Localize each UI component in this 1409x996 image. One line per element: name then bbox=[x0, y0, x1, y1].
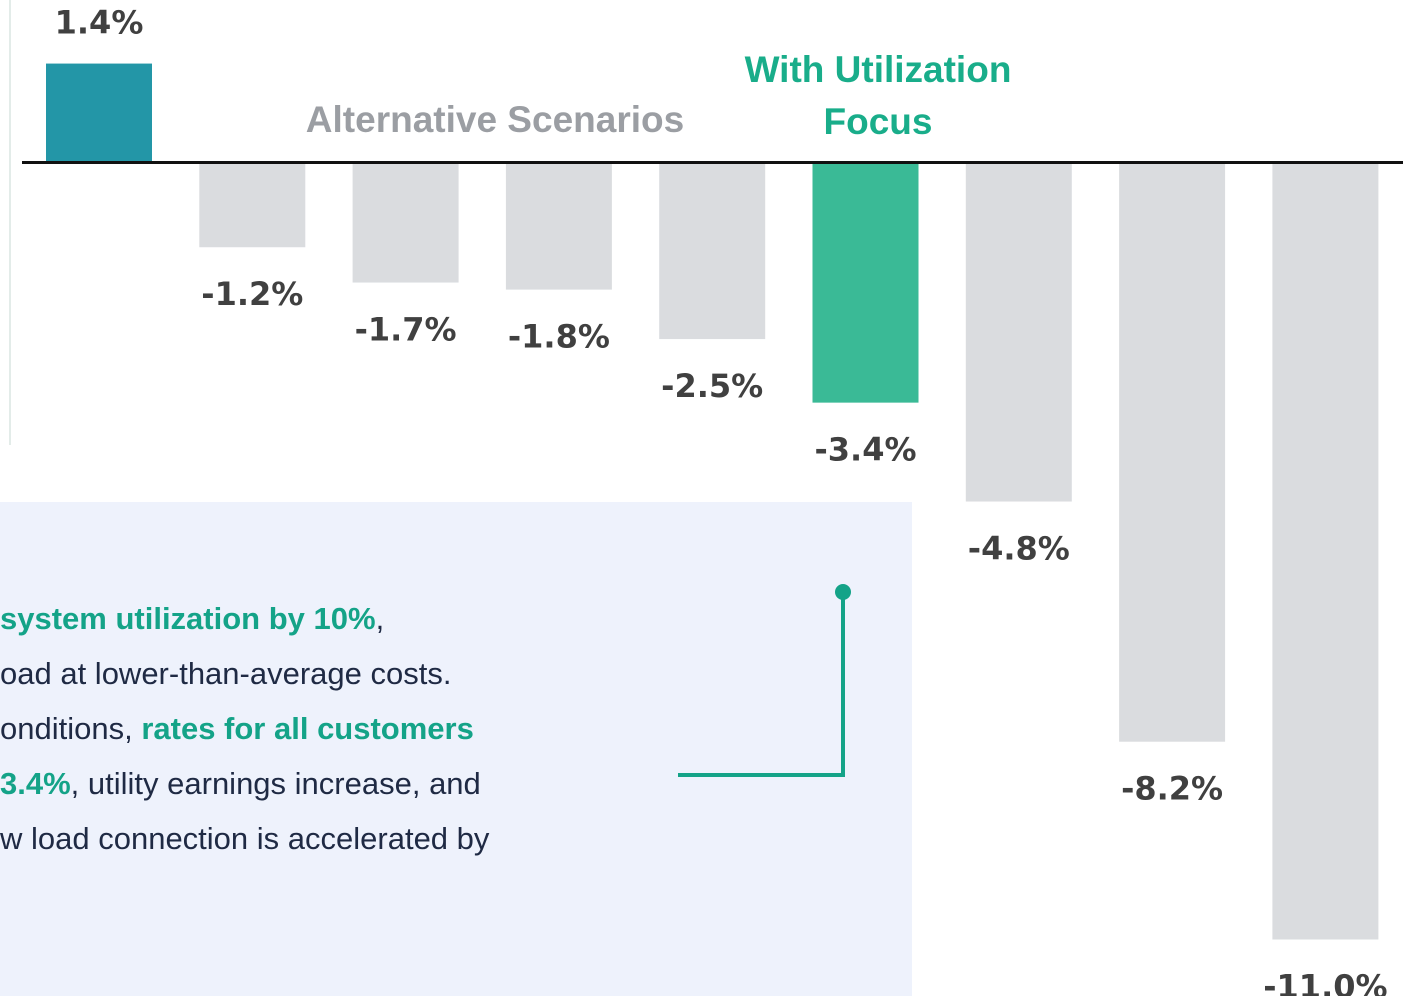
callout-run: onditions, bbox=[0, 711, 141, 746]
value-label: -3.4% bbox=[814, 431, 916, 469]
callout-line: w load connection is accelerated by bbox=[0, 821, 490, 856]
annotation: Focus bbox=[824, 101, 933, 142]
callout-run: , bbox=[376, 601, 385, 636]
connector bbox=[678, 592, 845, 777]
bar bbox=[199, 162, 306, 248]
bar bbox=[659, 162, 766, 340]
value-label: -11.0% bbox=[1263, 967, 1387, 996]
callout-run: 3.4% bbox=[0, 766, 71, 801]
value-label: -1.2% bbox=[201, 275, 303, 313]
value-label: -4.8% bbox=[968, 530, 1070, 568]
callout-line: oad at lower-than-average costs. bbox=[0, 656, 451, 691]
bar bbox=[812, 162, 919, 403]
value-label: 1.4% bbox=[55, 4, 144, 42]
callout-run: system utilization by 10% bbox=[0, 601, 376, 636]
callout-line: 3.4%, utility earnings increase, and bbox=[0, 766, 481, 801]
callout-run: , utility earnings increase, and bbox=[71, 766, 481, 801]
bar bbox=[1272, 162, 1379, 940]
callout-run: w load connection is accelerated by bbox=[0, 821, 490, 856]
value-label: -8.2% bbox=[1121, 770, 1223, 808]
bar bbox=[505, 162, 612, 290]
callout-line: onditions, rates for all customers bbox=[0, 711, 474, 746]
callout-run: oad at lower-than-average costs. bbox=[0, 656, 451, 691]
value-label: -1.8% bbox=[508, 318, 610, 356]
bar bbox=[352, 162, 459, 283]
connector-dot bbox=[835, 584, 851, 600]
bar bbox=[1119, 162, 1226, 742]
value-label: -1.7% bbox=[355, 311, 457, 349]
annotation: Alternative Scenarios bbox=[306, 99, 684, 140]
value-label: -2.5% bbox=[661, 367, 763, 405]
callout-box bbox=[0, 502, 912, 996]
annotation: With Utilization bbox=[745, 49, 1012, 90]
callout-line: system utilization by 10%, bbox=[0, 601, 384, 636]
bar bbox=[965, 162, 1072, 502]
bar bbox=[46, 63, 152, 163]
callout-run: rates for all customers bbox=[141, 711, 474, 746]
